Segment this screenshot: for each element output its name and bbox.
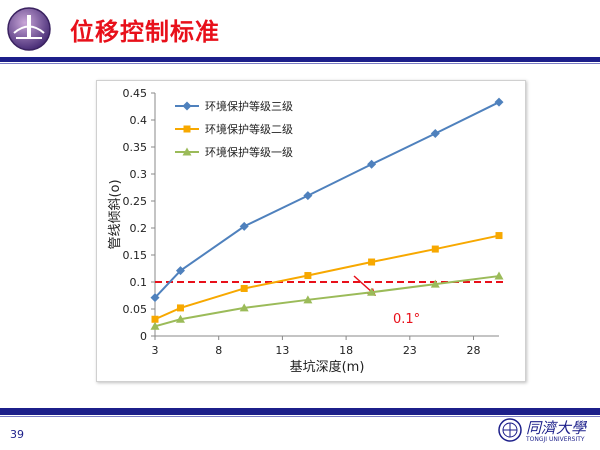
university-emblem-icon: [7, 7, 51, 51]
x-tick-label: 18: [339, 344, 353, 357]
y-tick-label: 0.25: [123, 195, 148, 208]
series-2: [151, 232, 503, 323]
line-chart: 0 0.05 0.1 0.15 0.2 0.25 0.3 0.35 0.4 0.45 3 8 13 18 2…: [108, 87, 505, 375]
university-name-en: TONGJI UNIVERSITY: [526, 436, 585, 443]
footer-divider: [0, 408, 600, 415]
x-tick-label: 3: [152, 344, 159, 357]
data-point: [430, 129, 440, 138]
data-point: [303, 191, 313, 201]
series-3: [150, 271, 504, 330]
university-name-cn: 同濟大學: [526, 419, 587, 437]
data-point: [150, 293, 160, 303]
x-tick-label: 28: [467, 344, 481, 357]
data-point: [368, 258, 376, 266]
footer-divider-thin: [0, 416, 600, 417]
data-point: [239, 303, 249, 312]
data-point: [175, 314, 185, 323]
data-point: [495, 232, 503, 240]
page-number: 39: [10, 428, 24, 441]
data-point: [183, 125, 191, 133]
legend-entry: 环境保护等级二级: [175, 122, 293, 136]
threshold-label: 0.1°: [393, 312, 420, 327]
x-tick-label: 8: [215, 344, 222, 357]
data-point: [367, 287, 377, 296]
y-tick-label: 0.3: [130, 168, 148, 181]
header-divider-thin: [0, 63, 600, 64]
y-axis-title: 管线倾斜(o): [108, 179, 123, 249]
chart-frame: 0 0.05 0.1 0.15 0.2 0.25 0.3 0.35 0.4 0.45 3 8 13 18 2…: [96, 80, 526, 382]
y-tick-label: 0.45: [123, 87, 148, 100]
x-tick-label: 13: [275, 344, 289, 357]
data-point: [239, 221, 249, 231]
data-point: [494, 271, 504, 280]
y-tick-label: 0.4: [130, 114, 148, 127]
legend-label: 环境保护等级三级: [205, 99, 293, 113]
y-tick-label: 0.05: [123, 303, 148, 316]
data-point: [176, 304, 184, 312]
series-1: [150, 97, 504, 303]
slide-title: 位移控制标准: [70, 18, 220, 46]
data-point: [175, 266, 185, 276]
legend-label: 环境保护等级一级: [205, 145, 293, 159]
y-tick-label: 0.15: [123, 249, 148, 262]
series-line: [154, 234, 500, 321]
data-point: [240, 284, 248, 292]
y-tick-label: 0.1: [130, 276, 148, 289]
x-tick-label: 23: [403, 344, 417, 357]
legend-label: 环境保护等级二级: [205, 122, 293, 136]
y-tick-label: 0.2: [130, 222, 148, 235]
series-line: [154, 275, 500, 328]
legend-entry: 环境保护等级一级: [175, 145, 293, 159]
data-point: [367, 159, 377, 169]
y-tick-label: 0.35: [123, 141, 148, 154]
legend-entry: 环境保护等级三级: [175, 99, 293, 113]
data-point: [430, 279, 440, 288]
data-point: [494, 97, 504, 107]
header-divider: [0, 57, 600, 62]
data-point: [150, 321, 160, 330]
data-point: [304, 272, 312, 280]
tongji-seal-icon: [498, 418, 522, 442]
data-point: [182, 101, 192, 111]
threshold-arrow: [353, 275, 374, 294]
data-point: [303, 295, 313, 304]
data-point: [431, 245, 439, 253]
data-point: [182, 147, 192, 156]
y-tick-label: 0: [140, 330, 147, 343]
data-point: [151, 315, 159, 323]
x-axis-title: 基坑深度(m): [290, 359, 365, 375]
